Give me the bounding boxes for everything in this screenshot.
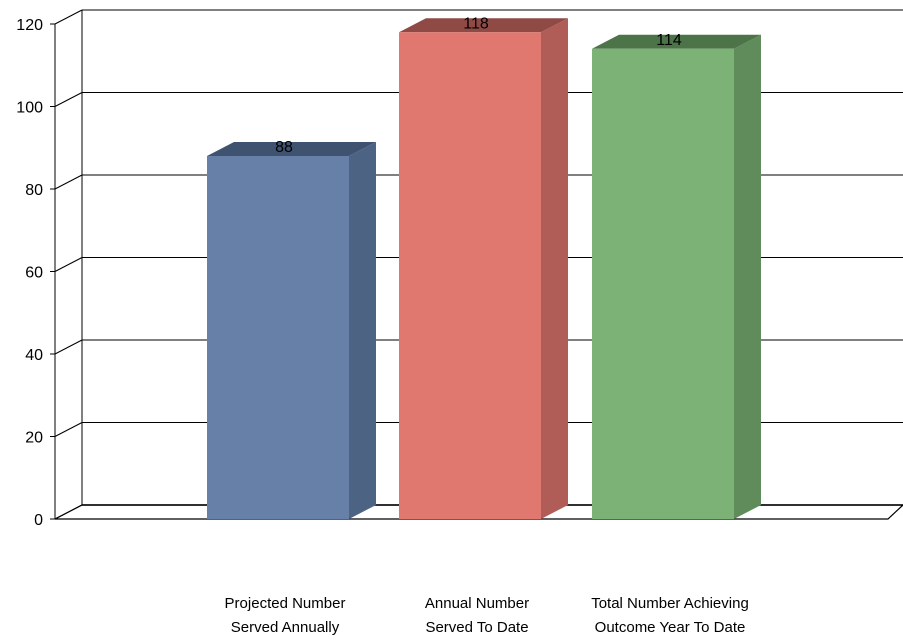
data-labels: 88 118 114 [275,15,682,156]
x-category-label: Projected Number [225,595,346,612]
x-category-label: Outcome Year To Date [595,619,746,636]
gridline-side [54,92,83,107]
bar-side [541,18,568,519]
bar [207,142,376,519]
bar-top [399,18,568,33]
y-tick-label: 100 [16,100,43,117]
gridline-side [54,257,83,272]
y-tick-label: 120 [16,17,43,34]
bar-top [207,142,376,156]
y-tick-label: 60 [25,265,43,282]
data-label: 88 [275,139,293,156]
x-category-label: Total Number Achieving [591,595,749,612]
bar-side [734,34,761,519]
bar [592,34,761,519]
gridline-side [54,339,83,355]
x-category-label: Annual Number [425,595,529,612]
y-tick-label: 20 [25,430,43,447]
data-label: 114 [656,32,682,49]
x-category-label: Served To Date [425,619,528,636]
bar-top [592,34,761,49]
y-tick-label: 40 [25,347,43,364]
chart-bars [207,18,761,519]
bar-front [592,48,734,519]
data-label: 118 [463,15,489,32]
y-tick-label: 0 [34,512,43,529]
y-tick-label: 80 [25,182,43,199]
x-axis-categories: Projected Number Served Annually Annual Nu… [225,595,749,636]
y-axis-ticks: 0 20 40 60 80 100 120 [16,17,43,529]
bar-side [349,142,376,519]
gridline-side [54,422,83,437]
bar-front [207,156,349,519]
x-category-label: Served Annually [231,619,340,636]
gridline-side [54,174,83,190]
gridline-side [54,9,83,25]
bar-front [399,32,541,519]
bar [399,18,568,519]
